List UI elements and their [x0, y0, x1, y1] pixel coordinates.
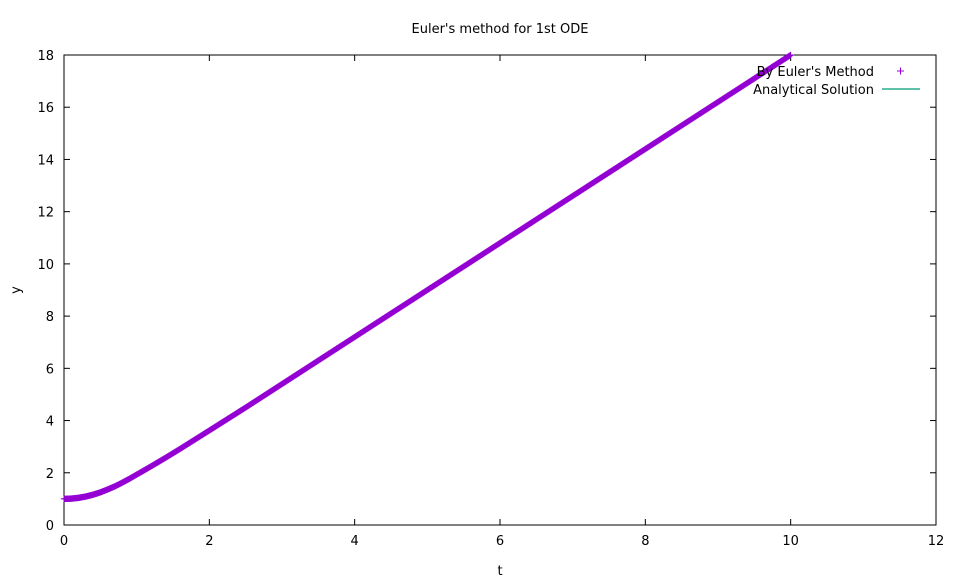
legend: By Euler's Method Analytical Solution [753, 65, 920, 98]
x-tick-label: 6 [496, 534, 504, 549]
x-tick-label: 2 [205, 534, 213, 549]
y-tick-label: 6 [46, 362, 54, 377]
y-tick-label: 14 [37, 153, 54, 168]
y-axis: 0 2 4 6 8 10 12 14 16 18 [37, 49, 936, 534]
series-line-analytical [63, 54, 791, 500]
x-tick-label: 12 [928, 534, 945, 549]
x-axis: 0 2 4 6 8 10 12 [60, 55, 944, 549]
y-tick-label: 4 [46, 415, 54, 430]
series-layer [60, 51, 794, 503]
legend-label-euler: By Euler's Method [757, 65, 874, 80]
series-points-euler [60, 51, 794, 503]
y-tick-label: 18 [37, 49, 54, 64]
y-tick-label: 12 [37, 206, 54, 221]
x-tick-label: 8 [641, 534, 649, 549]
plot-frame [63, 54, 937, 526]
chart-title: Euler's method for 1st ODE [412, 22, 589, 37]
legend-label-analytical: Analytical Solution [753, 83, 874, 98]
legend-marker-euler [897, 67, 904, 75]
x-axis-label: t [497, 564, 502, 579]
y-tick-label: 2 [46, 467, 54, 482]
y-tick-label: 16 [37, 101, 54, 116]
y-tick-label: 0 [46, 519, 54, 534]
y-tick-label: 10 [37, 258, 54, 273]
euler-point [787, 51, 794, 59]
x-tick-label: 0 [60, 534, 68, 549]
x-tick-label: 4 [351, 534, 359, 549]
y-axis-label: y [9, 286, 24, 294]
x-tick-label: 10 [782, 534, 799, 549]
y-tick-label: 8 [46, 310, 54, 325]
